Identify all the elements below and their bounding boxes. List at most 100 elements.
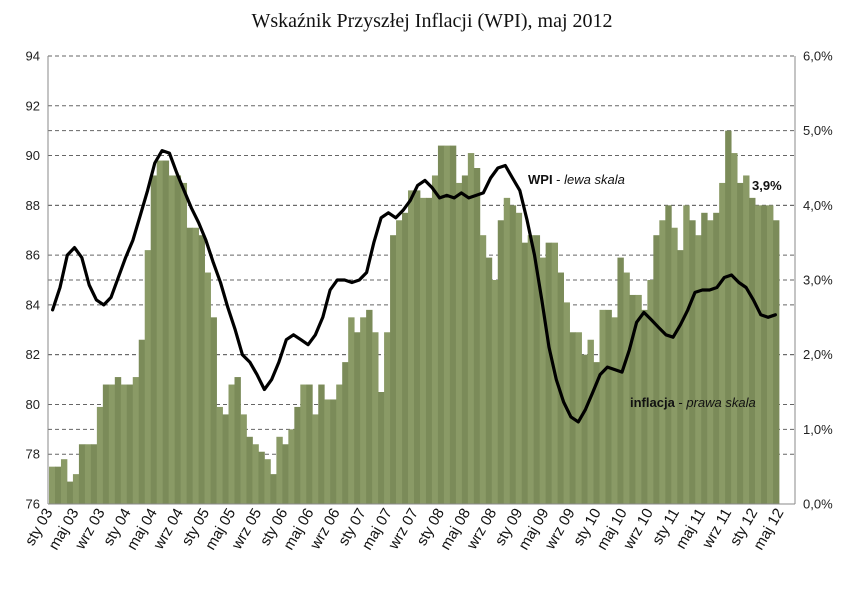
inflation-bar <box>300 384 307 504</box>
inflation-bar <box>204 272 211 504</box>
inflation-bar <box>102 384 110 504</box>
inflation-bar <box>665 205 672 505</box>
inflation-bar <box>593 362 600 504</box>
inflation-bar <box>90 444 98 504</box>
inflation-bar <box>228 384 235 504</box>
inflation-bar <box>216 406 223 504</box>
inflation-bar <box>443 145 451 504</box>
inflation-bar <box>258 451 265 504</box>
inflation-bar <box>306 384 313 504</box>
inflation-bar <box>623 272 630 504</box>
wpi-label-italic: lewa skala <box>564 172 625 187</box>
left-tick-label: 84 <box>26 297 40 312</box>
left-tick-label: 94 <box>26 49 40 64</box>
inflation-bar <box>425 197 433 504</box>
inflation-bar <box>114 377 122 504</box>
inflation-bar <box>360 317 367 504</box>
inflation-bar <box>755 205 762 505</box>
inflation-bar <box>485 257 493 504</box>
inflation-bar <box>378 392 385 504</box>
right-tick-label: 5,0% <box>803 123 833 138</box>
inflation-series-label: inflacja - prawa skala <box>630 395 756 410</box>
inflation-bar <box>629 294 636 504</box>
inflation-bar <box>264 459 271 504</box>
inflation-bar <box>545 242 553 504</box>
inflation-bar <box>455 182 463 504</box>
inflation-bar <box>419 197 427 504</box>
inflation-bar <box>641 309 648 504</box>
left-tick-label: 76 <box>26 497 40 512</box>
left-tick-label: 90 <box>26 148 40 163</box>
right-tick-label: 2,0% <box>803 347 833 362</box>
inflation-bar <box>312 414 319 504</box>
inflation-bar <box>689 220 696 504</box>
inflation-bar <box>384 332 391 504</box>
inflation-bar <box>521 242 529 504</box>
inflation-bar <box>515 212 523 505</box>
inflation-bar <box>527 235 535 504</box>
inflation-bar <box>324 399 331 504</box>
left-tick-label: 88 <box>26 198 40 213</box>
left-tick-label: 78 <box>26 447 40 462</box>
inflation-bar <box>156 160 164 505</box>
left-tick-label: 86 <box>26 248 40 263</box>
inflation-bar <box>605 309 612 504</box>
inflation-bar <box>653 235 660 504</box>
inflation-bar <box>773 220 780 504</box>
right-tick-label: 6,0% <box>803 49 833 64</box>
infl-label-dash: - <box>675 395 687 410</box>
inflation-bar <box>683 205 690 505</box>
inflation-bar <box>294 406 301 504</box>
inflation-bar <box>198 235 205 504</box>
inflation-bar <box>354 332 361 504</box>
inflation-bar <box>144 250 152 504</box>
right-tick-label: 0,0% <box>803 497 833 512</box>
inflation-bar <box>737 182 744 504</box>
inflation-bar <box>611 317 618 504</box>
inflation-bar <box>587 339 594 504</box>
inflation-bar <box>449 145 457 504</box>
left-tick-label: 82 <box>26 347 40 362</box>
inflation-bar <box>330 399 337 504</box>
inflation-bar <box>533 235 541 504</box>
right-tick-label: 1,0% <box>803 422 833 437</box>
inflation-bar <box>168 175 176 504</box>
inflation-bar <box>635 294 642 504</box>
axes <box>47 56 796 505</box>
inflation-bar <box>581 354 588 504</box>
right-axis-ticks: 0,0% 1,0% 2,0% 3,0% 4,0% 5,0% 6,0% <box>803 49 833 512</box>
inflation-bar <box>617 257 624 504</box>
inflation-bar <box>174 175 182 504</box>
inflation-bar <box>132 377 140 504</box>
wpi-label-dash: - <box>553 172 565 187</box>
inflation-bar <box>431 175 439 504</box>
inflation-bar <box>276 436 283 504</box>
inflation-bar <box>671 227 678 504</box>
inflation-bar <box>282 444 289 504</box>
inflation-bar <box>210 317 217 504</box>
inflation-bar <box>563 302 570 504</box>
left-tick-label: 80 <box>26 397 40 412</box>
last-value-label: 3,9% <box>752 178 782 193</box>
inflation-bar <box>479 235 487 504</box>
inflation-bar <box>234 377 241 504</box>
inflation-bar <box>767 205 774 505</box>
inflation-bar <box>192 227 199 504</box>
inflation-bar <box>60 459 68 504</box>
inflation-bar <box>599 309 606 504</box>
inflation-bar <box>509 205 517 505</box>
inflation-bar <box>222 414 229 504</box>
inflation-bar <box>719 182 726 504</box>
left-tick-label: 92 <box>26 98 40 113</box>
inflation-bar <box>126 384 134 504</box>
inflation-bar <box>138 339 146 504</box>
inflation-bar <box>96 406 104 504</box>
inflation-bar <box>743 175 750 504</box>
inflation-bar <box>677 250 684 504</box>
inflation-bar <box>108 384 116 504</box>
wpi-label-bold: WPI <box>528 172 553 187</box>
inflation-bar <box>503 197 511 504</box>
inflation-bar <box>491 280 499 504</box>
inflation-bar <box>695 235 702 504</box>
